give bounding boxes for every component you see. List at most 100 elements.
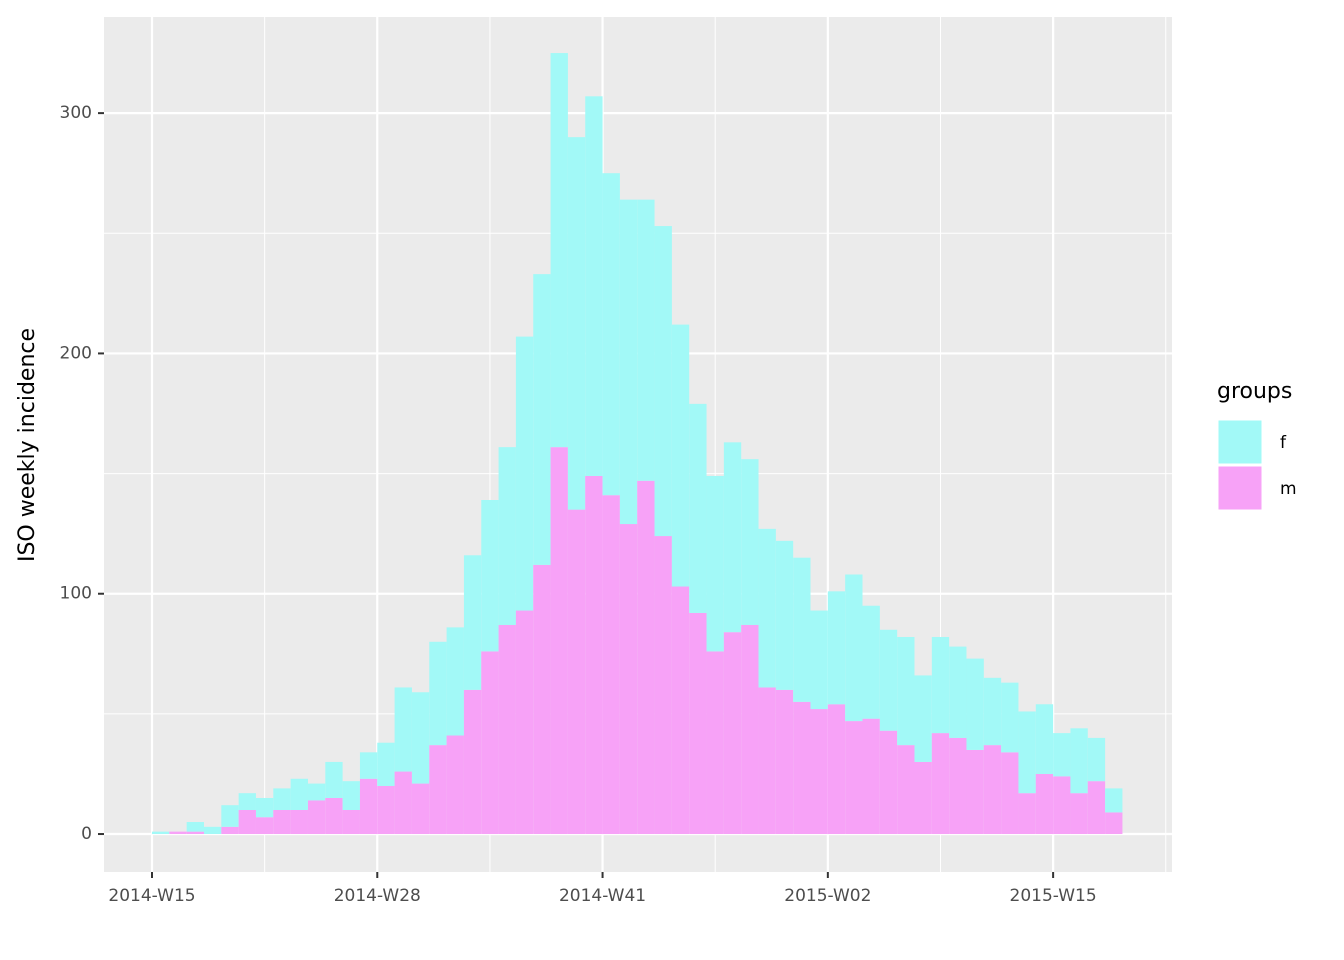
bar (377, 742, 395, 786)
bar (238, 793, 256, 811)
bar (689, 403, 707, 613)
x-tick-label: 2014-W15 (108, 886, 195, 906)
bar (498, 624, 516, 835)
bar (1105, 788, 1123, 813)
bar (446, 627, 464, 736)
bar (949, 737, 967, 835)
bar (914, 761, 932, 835)
bar (1053, 733, 1071, 777)
bar (741, 459, 759, 625)
bar (498, 447, 516, 625)
bar (1001, 752, 1019, 835)
bar (949, 646, 967, 738)
bar (238, 810, 256, 835)
bar (931, 733, 950, 835)
bar (567, 509, 586, 835)
y-tick-label: 0 (81, 824, 92, 844)
bar (550, 53, 568, 448)
bar (255, 817, 274, 835)
bar (775, 689, 794, 835)
bar (429, 745, 447, 835)
bar (793, 701, 811, 835)
bar (481, 651, 499, 835)
legend-label: f (1280, 433, 1287, 453)
legend-key (1217, 465, 1263, 511)
bar (637, 480, 655, 835)
bar (602, 173, 620, 496)
bar (966, 749, 984, 835)
bar (411, 783, 430, 835)
x-tick-label: 2014-W41 (559, 886, 646, 906)
bar (446, 735, 464, 835)
bar (723, 442, 742, 633)
bar (689, 612, 707, 835)
bar (515, 336, 534, 611)
bar (1105, 812, 1123, 835)
bar (515, 610, 534, 835)
y-tick-label: 200 (60, 343, 92, 363)
bar (706, 475, 724, 652)
bar (983, 745, 1002, 835)
bar (1035, 773, 1054, 835)
bar (1001, 682, 1019, 753)
bar (429, 641, 447, 746)
bar (273, 788, 291, 811)
legend-title: groups (1217, 379, 1292, 404)
bar (914, 675, 932, 762)
bar (394, 771, 412, 835)
bar (359, 752, 378, 779)
bar (394, 687, 412, 772)
bar (758, 687, 776, 835)
bar (342, 810, 360, 835)
bar (307, 783, 326, 801)
bar (533, 274, 551, 565)
bar (585, 96, 603, 476)
y-tick-label: 300 (60, 103, 92, 123)
legend-key (1217, 419, 1263, 465)
bar (1035, 704, 1054, 774)
bar (827, 591, 846, 705)
bar (307, 800, 326, 835)
bar (377, 785, 395, 835)
bar (602, 495, 620, 835)
bar (186, 831, 204, 835)
bar (723, 632, 742, 835)
bar (463, 555, 482, 690)
bar (845, 721, 863, 835)
bar (862, 605, 880, 719)
bar (585, 475, 603, 835)
x-tick-label: 2014-W28 (334, 886, 421, 906)
bar (879, 730, 898, 835)
legend-label: m (1280, 479, 1297, 499)
bar (1087, 781, 1106, 835)
bar (533, 564, 551, 835)
bar (203, 826, 222, 835)
bar (810, 709, 828, 835)
bar (325, 761, 343, 798)
bar (1018, 793, 1036, 835)
y-axis-title: ISO weekly incidence (15, 328, 40, 562)
bar (897, 745, 915, 835)
bar (931, 636, 950, 734)
bar (879, 629, 898, 731)
bar (619, 524, 638, 835)
bar (1070, 793, 1088, 835)
bar (619, 199, 638, 525)
bar (827, 704, 846, 835)
bar (411, 692, 430, 784)
bar (671, 586, 690, 835)
bar (741, 624, 759, 835)
bar (1018, 711, 1036, 794)
x-tick-label: 2015-W02 (784, 886, 871, 906)
bar (290, 778, 308, 811)
bar (290, 810, 308, 835)
bar (169, 831, 187, 835)
bar (983, 677, 1002, 746)
bar (793, 557, 811, 702)
bar (186, 822, 204, 832)
bar (966, 658, 984, 750)
bar (654, 226, 672, 537)
bar (637, 199, 655, 481)
bar (671, 324, 690, 587)
